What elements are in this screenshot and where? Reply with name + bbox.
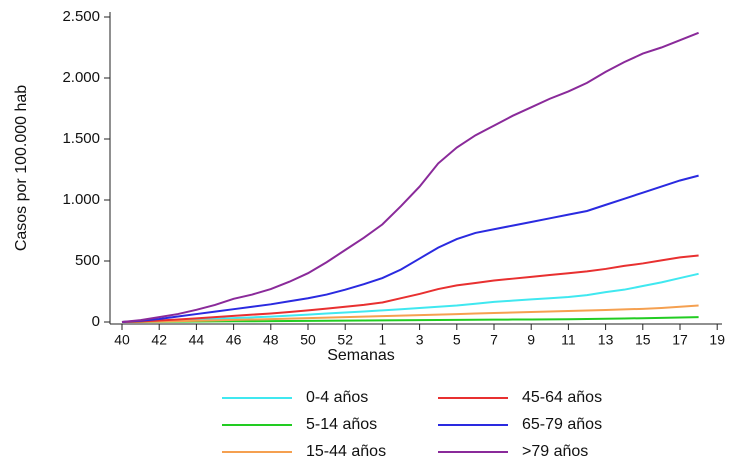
x-tick-label: 40 [114, 332, 130, 348]
legend-label: 5-14 años [306, 416, 377, 433]
legend-label: >79 años [522, 443, 588, 460]
x-tick-label: 13 [598, 332, 614, 348]
y-tick-label: 1.500 [62, 130, 100, 147]
legend-label: 65-79 años [522, 416, 602, 433]
y-tick-label: 1.000 [62, 191, 100, 208]
x-tick-label: 15 [635, 332, 651, 348]
legend-label: 0-4 años [306, 389, 368, 406]
y-tick-label: 0 [92, 313, 100, 330]
x-tick-label: 11 [561, 332, 576, 348]
series-line [121, 254, 699, 323]
series-line [121, 272, 699, 323]
y-tick-label: 500 [75, 252, 100, 269]
y-axis-label: Casos por 100.000 hab [13, 85, 30, 251]
x-tick-label: 52 [337, 332, 353, 348]
x-tick-label: 19 [709, 332, 725, 348]
x-tick-label: 44 [189, 332, 205, 348]
x-axis-label: Semanas [327, 347, 395, 364]
legend-label: 45-64 años [522, 389, 602, 406]
x-tick-label: 1 [379, 332, 387, 348]
x-tick-label: 5 [453, 332, 461, 348]
series-line [121, 31, 699, 323]
legend-label: 15-44 años [306, 443, 386, 460]
x-tick-label: 3 [416, 332, 424, 348]
x-tick-label: 17 [672, 332, 688, 348]
y-tick-label: 2.000 [62, 69, 100, 86]
series-line [121, 304, 699, 323]
x-tick-label: 9 [527, 332, 535, 348]
x-tick-label: 42 [151, 332, 167, 348]
x-tick-label: 46 [226, 332, 242, 348]
x-tick-label: 7 [490, 332, 498, 348]
y-tick-label: 2.500 [62, 8, 100, 25]
x-tick-label: 50 [300, 332, 316, 348]
series-line [121, 316, 699, 323]
series-line [121, 174, 699, 323]
x-tick-label: 48 [263, 332, 279, 348]
